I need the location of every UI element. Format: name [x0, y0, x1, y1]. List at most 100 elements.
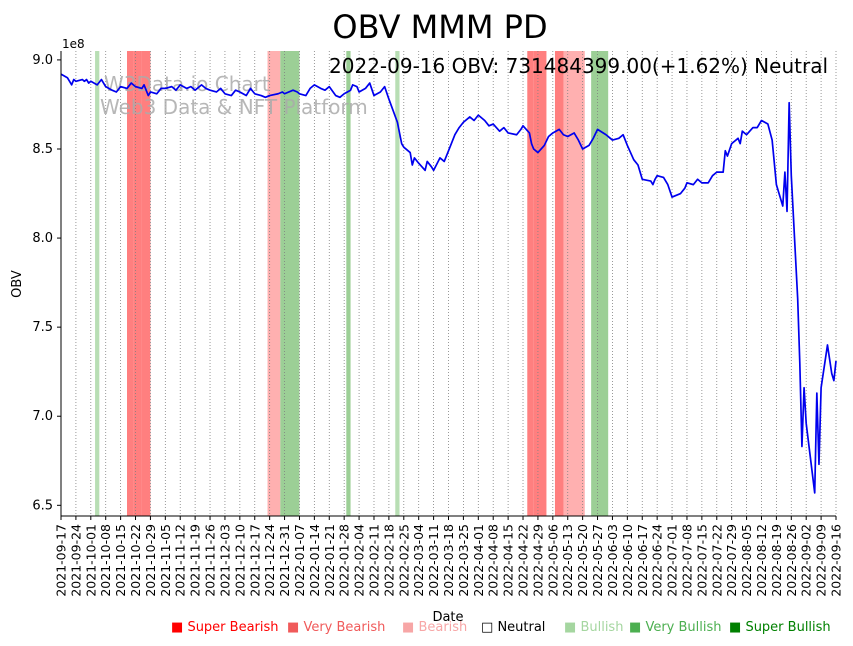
- x-tick-label: 2022-08-19: [769, 524, 784, 597]
- y-tick-label: 8.5: [32, 142, 53, 157]
- signal-band-very-bullish: [280, 51, 300, 516]
- x-tick-label: 2022-05-27: [590, 524, 605, 597]
- y-tick-label: 8.0: [32, 231, 53, 246]
- signal-bands: [95, 51, 609, 516]
- chart-title: OBV MMM PD: [332, 8, 547, 46]
- vertical-grid: [60, 51, 837, 516]
- x-tick-label: 2022-04-01: [471, 524, 486, 597]
- x-tick-label: 2021-10-29: [143, 524, 158, 597]
- legend-label: Super Bearish: [187, 620, 279, 635]
- y-axis-label: OBV: [10, 270, 25, 298]
- x-tick-label: 2022-06-03: [605, 524, 620, 597]
- signal-band-bullish: [395, 51, 400, 516]
- x-tick-label: 2022-05-13: [560, 524, 575, 597]
- x-tick-label: 2021-09-17: [54, 524, 69, 597]
- x-tick-label: 2022-03-04: [411, 524, 426, 597]
- x-tick-label: 2021-10-08: [98, 524, 113, 597]
- y-tick-label: 7.5: [32, 320, 53, 335]
- signal-band-very-bearish: [127, 51, 134, 516]
- legend-item-neutral: □ Neutral: [481, 620, 545, 635]
- x-tick-label: 2021-12-17: [247, 524, 262, 597]
- x-tick-label: 2022-03-18: [441, 524, 456, 597]
- x-tick-label: 2021-09-24: [68, 524, 83, 597]
- legend-swatch-icon: ■: [287, 620, 300, 635]
- x-tick-label: 2021-11-26: [203, 524, 218, 597]
- x-tick-label: 2022-07-29: [724, 524, 739, 597]
- signal-band-bearish: [563, 51, 585, 516]
- x-tick-label: 2022-01-07: [292, 524, 307, 597]
- watermark-line-1: W3Data.io Chart: [104, 72, 270, 96]
- x-tick-label: 2022-06-24: [650, 524, 665, 597]
- x-tick-label: 2022-05-20: [575, 524, 590, 597]
- legend-item-very-bullish: ■ Very Bullish: [629, 620, 722, 635]
- x-tick-label: 2022-07-15: [694, 524, 709, 597]
- signal-band-bullish: [95, 51, 100, 516]
- x-axis-label: Date: [432, 610, 463, 625]
- x-tick-label: 2022-08-12: [754, 524, 769, 597]
- x-tick-label: 2021-10-22: [128, 524, 143, 597]
- legend-swatch-icon: ■: [729, 620, 742, 635]
- legend-swatch-icon: ■: [402, 620, 415, 635]
- x-tick-label: 2021-11-12: [173, 524, 188, 597]
- x-ticks: 2021-09-17 2021-09-24 2021-10-01 2021-10-08…: [54, 516, 844, 597]
- y-tick-label: 9.0: [32, 53, 53, 68]
- x-tick-label: 2021-10-15: [113, 524, 128, 597]
- x-tick-label: 2022-09-16: [829, 524, 844, 597]
- x-tick-label: 2022-02-18: [381, 524, 396, 597]
- x-tick-label: 2022-02-25: [396, 524, 411, 597]
- x-tick-label: 2022-07-22: [709, 524, 724, 597]
- signal-band-very-bearish: [133, 51, 142, 516]
- legend-label: Bullish: [580, 620, 624, 635]
- legend-item-very-bearish: ■ Very Bearish: [287, 620, 385, 635]
- x-tick-label: 2022-09-09: [814, 524, 829, 597]
- x-tick-label: 2021-11-05: [158, 524, 173, 597]
- x-tick-label: 2022-04-22: [516, 524, 531, 597]
- obv-line: [60, 73, 837, 494]
- x-tick-label: 2022-04-15: [501, 524, 516, 597]
- x-tick-label: 2021-10-01: [83, 524, 98, 597]
- x-tick-label: 2022-05-06: [545, 524, 560, 597]
- legend-item-super-bullish: ■ Super Bullish: [729, 620, 831, 635]
- legend-label: Super Bullish: [745, 620, 831, 635]
- x-tick-label: 2021-12-03: [217, 524, 232, 597]
- x-tick-label: 2021-12-10: [232, 524, 247, 597]
- legend-label: Very Bullish: [645, 620, 722, 635]
- x-tick-label: 2022-09-02: [799, 524, 814, 597]
- x-tick-label: 2022-02-04: [352, 524, 367, 597]
- x-tick-label: 2022-06-10: [620, 524, 635, 597]
- obv-series: [60, 73, 837, 494]
- signal-band-very-bullish: [346, 51, 351, 516]
- legend-swatch-icon: ■: [171, 620, 184, 635]
- x-tick-label: 2022-01-14: [307, 524, 322, 597]
- y-tick-label: 7.0: [32, 409, 53, 424]
- y-multiplier: 1e8: [62, 37, 85, 51]
- x-tick-label: 2022-03-25: [456, 524, 471, 597]
- signal-band-very-bearish: [554, 51, 564, 516]
- x-tick-label: 2022-04-08: [486, 524, 501, 597]
- legend-label: Bearish: [418, 620, 468, 635]
- legend-item-super-bearish: ■ Super Bearish: [171, 620, 279, 635]
- y-tick-label: 6.5: [32, 498, 53, 513]
- signal-band-very-bearish: [527, 51, 534, 516]
- x-tick-label: 2021-12-24: [262, 524, 277, 597]
- signal-band-very-bearish: [533, 51, 547, 516]
- legend-swatch-icon: ■: [629, 620, 642, 635]
- legend-swatch-icon: ■: [564, 620, 577, 635]
- legend-swatch-icon: □: [481, 620, 494, 635]
- x-tick-label: 2022-01-28: [337, 524, 352, 597]
- x-tick-label: 2022-04-29: [530, 524, 545, 597]
- legend-item-bearish: ■ Bearish: [402, 620, 467, 635]
- x-tick-label: 2022-06-17: [635, 524, 650, 597]
- x-tick-label: 2022-07-01: [665, 524, 680, 597]
- legend-label: Neutral: [497, 620, 546, 635]
- legend-item-bullish: ■ Bullish: [564, 620, 623, 635]
- y-ticks: 6.5 7.0 7.5 8.0 8.5 9.0: [32, 53, 61, 513]
- watermark: W3Data.io Chart Web3 Data & NFT Platform: [100, 72, 368, 119]
- x-tick-label: 2022-02-11: [366, 524, 381, 597]
- x-tick-label: 2021-12-31: [277, 524, 292, 597]
- x-tick-label: 2022-08-05: [739, 524, 754, 597]
- x-tick-label: 2022-08-26: [784, 524, 799, 597]
- signal-band-bearish: [267, 51, 281, 516]
- legend-label: Very Bearish: [303, 620, 386, 635]
